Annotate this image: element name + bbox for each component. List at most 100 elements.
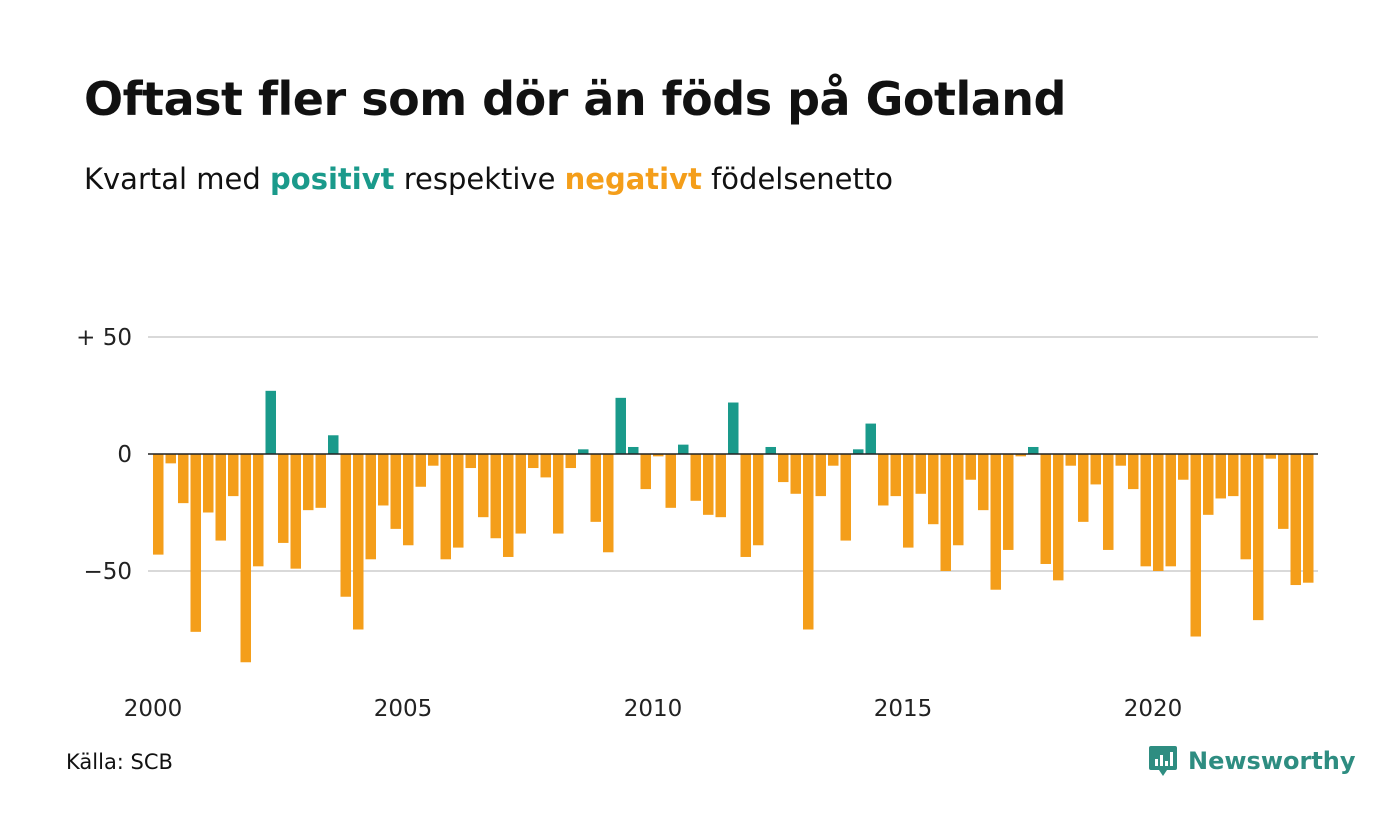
bar-negative — [1265, 454, 1276, 459]
bar-negative — [1228, 454, 1239, 497]
x-tick-label: 2010 — [624, 696, 683, 722]
bar-negative — [553, 454, 564, 534]
x-tick-label: 2015 — [874, 696, 933, 722]
y-tick-label: + 50 — [76, 325, 132, 351]
bar-positive — [328, 435, 339, 454]
bar-negative — [803, 454, 814, 630]
chart-subtitle: Kvartal med positivt respektive negativt… — [84, 162, 893, 196]
bar-positive — [865, 423, 876, 454]
x-tick-label: 2020 — [1124, 696, 1183, 722]
bar-negative — [153, 454, 164, 555]
bar-negative — [1140, 454, 1151, 567]
bar-negative — [915, 454, 926, 494]
bar-positive — [615, 397, 626, 454]
bar-negative — [365, 454, 376, 560]
bar-positive — [678, 444, 689, 454]
bar-negative — [215, 454, 226, 541]
bar-negative — [1040, 454, 1051, 564]
bar-negative — [453, 454, 464, 548]
bar-negative — [1128, 454, 1139, 490]
bar-negative — [403, 454, 414, 546]
bar-negative — [353, 454, 364, 630]
bar-negative — [753, 454, 764, 546]
bar-positive — [853, 449, 864, 454]
bar-negative — [740, 454, 751, 557]
bar-negative — [590, 454, 601, 522]
bar-negative — [928, 454, 939, 525]
bar-negative — [190, 454, 201, 632]
bar-negative — [653, 454, 664, 457]
chart-title: Oftast fler som dör än föds på Gotland — [84, 72, 1066, 126]
bar-negative — [1053, 454, 1064, 581]
bar-negative — [378, 454, 389, 506]
bar-positive — [265, 390, 276, 454]
bar-negative — [1015, 454, 1026, 457]
bar-negative — [1165, 454, 1176, 567]
bar-negative — [178, 454, 189, 504]
bar-negative — [1190, 454, 1201, 637]
bar-negative — [240, 454, 251, 663]
subtitle-prefix: Kvartal med — [84, 162, 271, 196]
bar-negative — [1203, 454, 1214, 515]
bar-negative — [815, 454, 826, 497]
brand-name: Newsworthy — [1188, 747, 1356, 775]
bar-negative — [1153, 454, 1164, 571]
bar-negative — [1290, 454, 1301, 586]
bar-negative — [1253, 454, 1264, 621]
bar-negative — [1115, 454, 1126, 466]
bar-negative — [440, 454, 451, 560]
subtitle-middle: respektive — [394, 162, 565, 196]
bar-negative — [490, 454, 501, 539]
bar-negative — [1178, 454, 1189, 480]
bar-negative — [940, 454, 951, 571]
bar-negative — [640, 454, 651, 490]
bar-negative — [1065, 454, 1076, 466]
bar-negative — [290, 454, 301, 569]
bar-negative — [315, 454, 326, 508]
bar-negative — [465, 454, 476, 469]
bar-negative — [303, 454, 314, 511]
bar-negative — [1278, 454, 1289, 529]
bar-negative — [253, 454, 264, 567]
bar-negative — [340, 454, 351, 597]
source-note: Källa: SCB — [66, 750, 173, 774]
x-tick-label: 2000 — [124, 696, 183, 722]
bar-negative — [603, 454, 614, 553]
bar-negative — [278, 454, 289, 543]
bar-negative — [1103, 454, 1114, 550]
bar-negative — [165, 454, 176, 464]
bar-negative — [690, 454, 701, 501]
bar-negative — [715, 454, 726, 518]
newsworthy-logo-icon — [1149, 746, 1177, 776]
bar-negative — [965, 454, 976, 480]
bar-positive — [765, 446, 776, 454]
bar-negative — [665, 454, 676, 508]
bar-negative — [415, 454, 426, 487]
y-tick-label: −50 — [83, 559, 132, 585]
bar-negative — [840, 454, 851, 541]
bar-negative — [503, 454, 514, 557]
bar-negative — [528, 454, 539, 469]
subtitle-suffix: födelsenetto — [701, 162, 893, 196]
bar-negative — [1215, 454, 1226, 499]
bar-positive — [728, 402, 739, 454]
bar-negative — [1090, 454, 1101, 485]
bars — [153, 390, 1314, 663]
bar-negative — [903, 454, 914, 548]
bar-negative — [390, 454, 401, 529]
bar-positive — [628, 446, 639, 454]
bar-negative — [515, 454, 526, 534]
bar-negative — [428, 454, 439, 466]
bar-negative — [978, 454, 989, 511]
bar-negative — [1003, 454, 1014, 550]
y-tick-label: 0 — [117, 442, 132, 468]
bar-positive — [1028, 446, 1039, 454]
bar-positive — [578, 449, 589, 454]
bar-negative — [540, 454, 551, 478]
bar-negative — [790, 454, 801, 494]
bar-negative — [1078, 454, 1089, 522]
brand-logo[interactable]: Newsworthy — [1148, 744, 1356, 778]
bar-negative — [703, 454, 714, 515]
bar-negative — [478, 454, 489, 518]
